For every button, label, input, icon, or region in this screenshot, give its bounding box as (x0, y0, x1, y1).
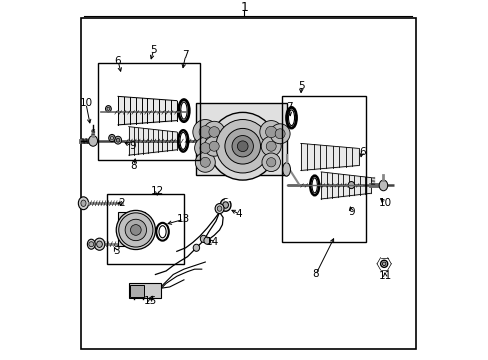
Ellipse shape (116, 138, 120, 142)
Ellipse shape (217, 206, 222, 211)
Text: 13: 13 (177, 214, 190, 224)
Circle shape (194, 137, 216, 159)
Ellipse shape (288, 110, 294, 126)
Circle shape (200, 143, 210, 153)
Text: 12: 12 (150, 186, 163, 196)
Circle shape (116, 210, 155, 249)
Ellipse shape (87, 239, 95, 249)
Text: 9: 9 (347, 207, 354, 217)
Text: 3: 3 (113, 246, 119, 256)
Bar (107, 194, 183, 264)
Circle shape (195, 152, 215, 172)
Circle shape (231, 136, 253, 157)
Bar (118, 212, 144, 246)
Ellipse shape (105, 105, 111, 112)
Ellipse shape (94, 238, 104, 250)
Circle shape (275, 129, 285, 139)
Circle shape (89, 242, 94, 247)
Ellipse shape (200, 235, 206, 242)
Ellipse shape (114, 136, 122, 144)
Ellipse shape (159, 226, 166, 238)
Text: 10: 10 (378, 198, 391, 208)
Circle shape (203, 121, 224, 143)
Text: 14: 14 (205, 238, 219, 247)
Text: 11: 11 (378, 271, 391, 281)
Ellipse shape (282, 163, 290, 176)
Ellipse shape (181, 102, 187, 119)
Circle shape (208, 112, 276, 180)
Ellipse shape (107, 107, 110, 111)
Text: 6: 6 (115, 56, 121, 66)
Ellipse shape (88, 136, 97, 146)
Circle shape (265, 141, 276, 151)
Ellipse shape (223, 202, 228, 208)
Circle shape (209, 141, 219, 151)
Ellipse shape (97, 241, 102, 247)
Text: 8: 8 (312, 270, 318, 279)
Text: 7: 7 (182, 50, 189, 60)
Text: 6: 6 (358, 147, 365, 157)
Circle shape (200, 157, 210, 167)
Circle shape (224, 129, 260, 164)
Text: 1: 1 (240, 1, 248, 14)
Text: 4: 4 (235, 209, 242, 219)
Circle shape (261, 136, 281, 156)
Circle shape (125, 219, 146, 240)
Circle shape (266, 158, 275, 167)
Ellipse shape (215, 204, 224, 213)
Circle shape (130, 225, 141, 235)
Ellipse shape (81, 200, 86, 206)
Circle shape (237, 141, 247, 152)
Circle shape (259, 121, 282, 143)
Circle shape (192, 120, 217, 144)
Ellipse shape (382, 262, 385, 266)
Ellipse shape (193, 244, 199, 251)
Text: 15: 15 (143, 296, 156, 306)
Circle shape (216, 120, 269, 173)
Circle shape (119, 213, 153, 247)
Text: 8: 8 (130, 161, 137, 171)
Circle shape (265, 126, 276, 138)
Circle shape (204, 136, 224, 156)
Ellipse shape (110, 136, 113, 140)
Circle shape (199, 126, 211, 138)
Ellipse shape (347, 181, 354, 189)
Bar (282, 96, 365, 242)
Ellipse shape (203, 237, 210, 244)
Text: 10: 10 (79, 99, 92, 108)
Bar (196, 103, 286, 175)
Ellipse shape (220, 199, 230, 211)
Text: 5: 5 (150, 45, 157, 55)
Ellipse shape (378, 180, 387, 191)
Ellipse shape (108, 135, 115, 141)
Bar (129, 285, 144, 297)
Text: 9: 9 (129, 141, 135, 151)
Ellipse shape (380, 260, 387, 267)
Bar (98, 63, 200, 161)
Text: 5: 5 (298, 81, 304, 91)
Text: 2: 2 (118, 198, 124, 208)
Circle shape (262, 153, 280, 171)
Ellipse shape (311, 178, 317, 193)
Circle shape (208, 127, 219, 137)
Text: 7: 7 (285, 102, 292, 112)
Ellipse shape (180, 132, 186, 149)
Circle shape (269, 124, 289, 144)
Ellipse shape (78, 197, 88, 210)
Bar (128, 283, 161, 298)
